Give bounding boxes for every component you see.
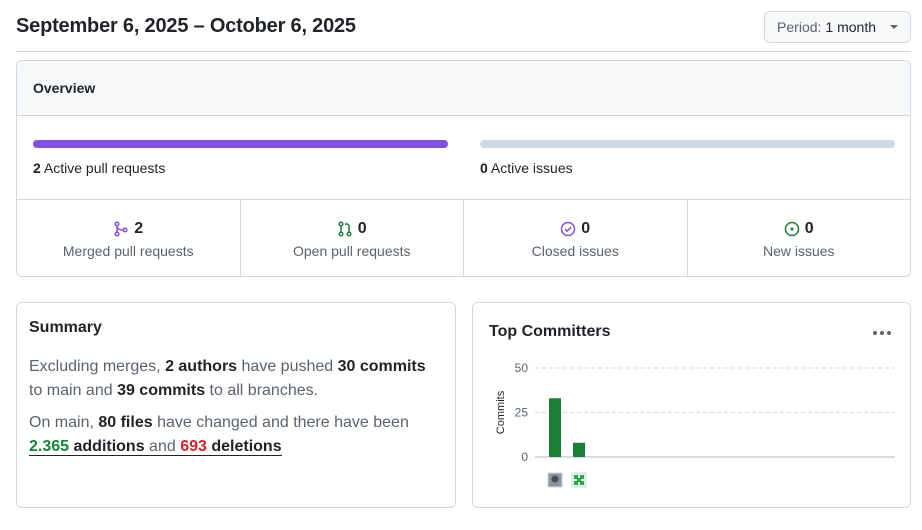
stat-merged-prs[interactable]: 2 Merged pull requests [17,200,241,276]
issue-closed-icon [561,221,576,237]
stat-open-prs[interactable]: 0 Open pull requests [241,200,464,276]
y-tick-label: 25 [515,406,529,420]
files-link[interactable]: 80 files [98,414,153,431]
active-prs-count: 2 [33,160,41,176]
deletions-count: 693 [180,438,207,455]
active-issues-label: Active issues [490,160,573,176]
period-dropdown[interactable]: Period: 1 month [764,11,911,43]
overview-panel: Overview 2 Active pull requests 0 Active… [16,60,911,277]
summary-panel: Summary Excluding merges, 2 authors have… [16,302,456,508]
commit-bar [549,398,561,457]
period-label: Period: [777,19,822,35]
stat-merged-prs-value: 2 [134,220,144,237]
top-committers-title: Top Committers [489,323,611,340]
additions-count: 2.365 [29,438,70,455]
active-issues-progress-bar[interactable] [480,140,895,148]
stat-new-issues-label: New issues [762,243,835,259]
overview-bars: 2 Active pull requests 0 Active issues [17,116,910,200]
date-range-title: September 6, 2025 – October 6, 2025 [16,15,356,37]
committer-avatar[interactable] [571,472,587,488]
stat-merged-prs-label: Merged pull requests [62,243,194,259]
stat-open-prs-value: 0 [357,220,367,237]
issue-opened-icon [784,221,800,237]
overview-stats: 2 Merged pull requests 0 Open pull reque… [17,200,911,276]
overview-title: Overview [17,61,910,116]
top-committers-panel: Top Committers 0 25 50 Commits [472,302,911,508]
y-tick-label: 50 [515,361,529,375]
page-header: September 6, 2025 – October 6, 2025 Peri… [16,0,911,52]
stat-closed-issues-label: Closed issues [531,243,619,259]
summary-commits-text: Excluding merges, 2 authors have pushed … [29,358,426,399]
active-issues-summary[interactable]: 0 Active issues [480,160,573,176]
y-axis-label: Commits [495,390,507,434]
commit-bar [573,442,585,457]
more-options-icon[interactable] [870,323,894,343]
active-prs-progress-fill [33,140,448,148]
stat-closed-issues-value: 0 [581,220,591,237]
authors-link[interactable]: 2 authors [165,358,238,375]
summary-title: Summary [29,319,102,336]
stat-closed-issues[interactable]: 0 Closed issues [464,200,688,276]
y-tick-label: 0 [521,450,528,464]
stat-open-prs-label: Open pull requests [292,243,411,259]
active-prs-label: Active pull requests [43,160,166,176]
stat-new-issues-value: 0 [804,220,814,237]
additions-deletions-link[interactable]: 2.365 additions and 693 deletions [29,438,282,456]
active-prs-progress-bar[interactable] [33,140,448,148]
committer-avatar[interactable] [547,472,563,488]
top-committers-chart: 0 25 50 Commits [495,361,895,488]
commits-all-link[interactable]: 39 commits [117,382,206,399]
merged-icon [114,221,128,237]
summary-changes-text: On main, 80 files have changed and there… [29,414,409,456]
stat-new-issues[interactable]: 0 New issues [688,200,911,276]
active-issues-count: 0 [480,160,488,176]
chevron-down-icon [890,25,898,29]
pull-request-icon [338,221,352,237]
active-prs-summary[interactable]: 2 Active pull requests [33,160,165,176]
commits-main-link[interactable]: 30 commits [337,358,426,375]
period-value: 1 month [825,19,876,35]
